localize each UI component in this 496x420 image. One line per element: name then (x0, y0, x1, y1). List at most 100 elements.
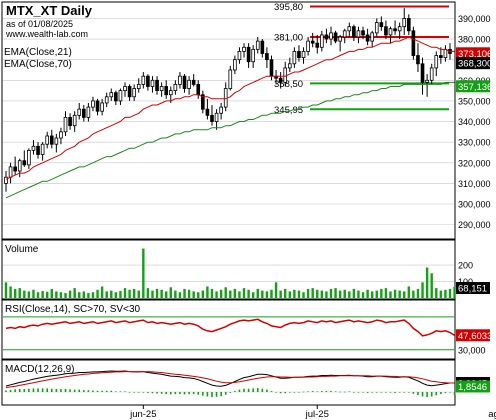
candle-up (178, 75, 182, 85)
candle-down (361, 30, 365, 36)
candle-up (338, 36, 342, 42)
volume-bar (32, 289, 35, 298)
candle-up (292, 51, 297, 65)
histogram-bar (343, 391, 346, 393)
volume-bar (206, 286, 209, 298)
volume-bar (425, 267, 429, 298)
volume-bar (23, 290, 26, 298)
volume-gridlines (3, 264, 454, 282)
histogram-bar (110, 390, 113, 392)
volume-bar (348, 291, 351, 298)
candle-down (420, 63, 425, 83)
volume-bar (165, 291, 168, 298)
volume-bar (302, 292, 305, 298)
price-last-value-bg (456, 57, 490, 70)
candle-up (242, 46, 246, 52)
candle-up (72, 114, 77, 127)
candle-down (278, 77, 283, 83)
volume-bar (105, 291, 108, 298)
histogram-bar (321, 391, 323, 392)
level-label: 358,50 (274, 79, 303, 90)
volume-bar (343, 289, 346, 298)
volume-bar (325, 291, 328, 298)
volume-bar (78, 292, 81, 298)
histogram-bar (334, 391, 337, 392)
histogram-bar (302, 391, 305, 393)
candle-up (27, 149, 31, 166)
candle-down (297, 51, 301, 59)
candle-down (315, 42, 320, 48)
histogram-bar (160, 392, 163, 394)
candle-down (146, 75, 150, 87)
site-watermark: www.wealth-lab.com (5, 29, 88, 39)
histogram-bar (279, 392, 282, 394)
support-resistance-levels: 395,80 381,00 358,50 345,95 (274, 2, 449, 116)
volume-bar (261, 290, 264, 298)
histogram-bar (380, 392, 383, 393)
candle-down (81, 108, 86, 118)
histogram-bar (412, 392, 415, 394)
volume-bar (137, 290, 140, 298)
volume-bar (384, 288, 388, 298)
candle-down (68, 117, 72, 127)
volume-bar (439, 290, 443, 298)
histogram-bar (362, 392, 364, 393)
histogram-bar (398, 392, 401, 393)
volume-bar (169, 287, 172, 298)
volume-bar (403, 291, 406, 298)
histogram-bar (435, 392, 438, 396)
volume-bar (4, 282, 8, 298)
volume-bar (160, 289, 163, 298)
candle-down (416, 55, 420, 65)
histogram-bar (165, 392, 168, 395)
candle-down (365, 34, 370, 42)
as-of-date: as of 01/08/2025 (6, 19, 73, 29)
histogram-bar (325, 391, 328, 392)
ema70-legend: EMA(Close,70) (4, 59, 72, 70)
volume-bar (270, 289, 273, 298)
histogram-bar (18, 389, 21, 392)
volume-bar (219, 289, 223, 298)
candle-up (219, 106, 223, 114)
candle-up (86, 106, 91, 118)
histogram-bar (403, 392, 406, 393)
candle-up (320, 34, 324, 48)
volume-bar (87, 293, 90, 298)
volume-bar (123, 288, 127, 298)
volume-bar (329, 288, 333, 298)
histogram-bar (14, 389, 16, 392)
candle-up (434, 55, 439, 69)
candle-up (237, 51, 242, 61)
volume-bars (4, 248, 456, 298)
candle-down (384, 26, 388, 36)
macd-histogram (5, 388, 456, 398)
histogram-bar (151, 392, 154, 394)
histogram-bar (394, 392, 396, 393)
volume-bar (247, 289, 250, 298)
volume-bar (279, 290, 282, 298)
histogram-bar (73, 389, 76, 392)
volume-bar (380, 288, 383, 298)
rsi-last-value: 47,6033 (456, 329, 492, 342)
histogram-bar (220, 392, 222, 397)
histogram-bar (266, 389, 268, 392)
candle-up (91, 100, 95, 108)
volume-bar (274, 282, 278, 298)
volume-bar (100, 286, 104, 298)
candle-up (132, 88, 136, 98)
volume-bar (430, 273, 433, 298)
volume-bar (265, 291, 269, 298)
volume-bar (64, 293, 67, 298)
macd-label: MACD(12,26,9) (5, 364, 74, 375)
volume-bar (311, 288, 314, 298)
candlestick-series (4, 8, 452, 192)
price-tick-label: 320,000 (458, 158, 491, 168)
rsi-last-value-bg (456, 329, 490, 342)
candle-up (306, 40, 310, 52)
histogram-bar (440, 392, 442, 395)
volume-bar (187, 289, 191, 298)
candle-down (164, 86, 169, 96)
rsi-label: RSI(Close,14), SC>70, SV<30 (5, 304, 141, 315)
level-label: 395,80 (274, 2, 303, 13)
candle-up (228, 69, 233, 89)
